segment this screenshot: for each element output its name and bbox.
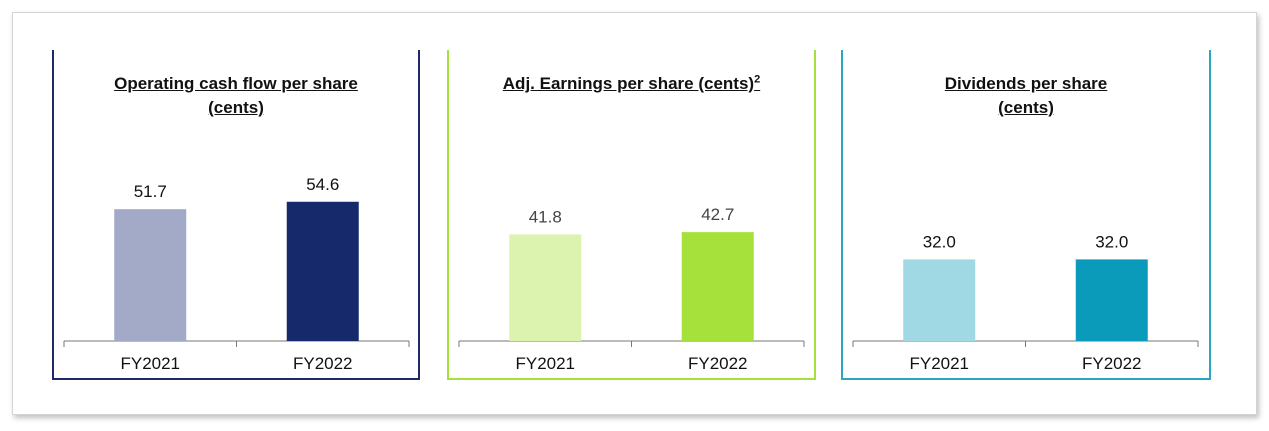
value-label: 41.8	[529, 207, 562, 226]
bar	[903, 259, 976, 341]
value-label: 42.7	[701, 205, 734, 224]
chart-panel: Operating cash flow per share (cents) 51.…	[52, 50, 420, 380]
value-label: 51.7	[134, 182, 167, 201]
title-note: 2	[754, 73, 761, 86]
chart-panel: Dividends per share (cents) 32.0 FY2021 32.…	[841, 50, 1211, 380]
chart-title: Dividends per share (cents)	[916, 72, 1136, 120]
chart: 51.7 FY2021 54.6 FY2022	[63, 175, 410, 373]
category-label: FY2022	[293, 354, 353, 373]
bar	[509, 234, 582, 341]
bar	[114, 209, 187, 341]
value-label: 54.6	[306, 175, 339, 194]
card	[12, 12, 1257, 415]
value-label: 32.0	[1095, 232, 1128, 251]
title-text: Dividends per share (cents)	[944, 74, 1108, 117]
chart-title: Adj. Earnings per share (cents)2	[467, 72, 797, 96]
category-label: FY2021	[909, 354, 969, 373]
category-label: FY2021	[120, 354, 180, 373]
chart-title: Operating cash flow per share (cents)	[86, 72, 386, 120]
category-label: FY2022	[1082, 354, 1142, 373]
category-label: FY2021	[515, 354, 575, 373]
title-text: Adj. Earnings per share (cents)	[502, 74, 755, 93]
title-text: Operating cash flow per share (cents)	[114, 74, 358, 117]
bar	[1075, 259, 1148, 341]
bar	[286, 201, 359, 341]
category-label: FY2022	[688, 354, 748, 373]
chart-panel: Adj. Earnings per share (cents)2 41.8 FY20…	[447, 50, 816, 380]
chart: 32.0 FY2021 32.0 FY2022	[852, 232, 1199, 373]
value-label: 32.0	[923, 232, 956, 251]
chart: 41.8 FY2021 42.7 FY2022	[458, 205, 805, 373]
bar	[681, 232, 754, 341]
